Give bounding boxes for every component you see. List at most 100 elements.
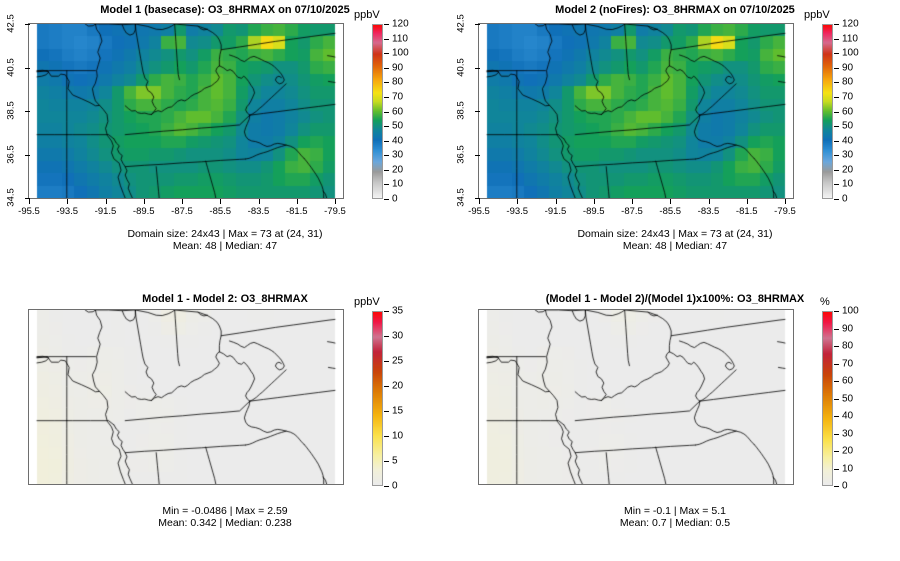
x-tick	[220, 199, 222, 204]
panel-title: Model 1 - Model 2: O3_8HRMAX	[142, 293, 308, 305]
panel-difference-percent: (Model 1 - Model 2)/(Model 1)x100%: O3_8…	[450, 281, 900, 561]
heatmap-canvas	[479, 310, 793, 484]
panel-subtitle: Domain size: 24x43 | Max = 73 at (24, 31…	[127, 228, 323, 252]
colorbar-tick	[834, 433, 839, 435]
x-tick	[67, 199, 69, 204]
colorbar-tick	[834, 468, 839, 470]
colorbar-tick-label: 0	[842, 480, 848, 492]
colorbar-tick	[834, 311, 839, 312]
colorbar-gradient	[372, 311, 383, 486]
x-tick	[555, 199, 557, 204]
colorbar: ppbV 0 10 20 30 40 50 60 70 80 90 100 110 120	[354, 9, 442, 205]
colorbar-tick-label: 80	[842, 76, 854, 88]
colorbar-tick	[384, 311, 389, 312]
x-tick-label: -89.5	[132, 206, 155, 217]
colorbar-tick	[834, 111, 839, 113]
colorbar-unit-label: ppbV	[804, 9, 830, 21]
colorbar-tick	[384, 82, 389, 84]
colorbar-tick	[384, 140, 389, 142]
colorbar-tick	[834, 38, 839, 40]
y-tick	[475, 67, 480, 69]
y-tick	[25, 198, 30, 199]
colorbar-tick	[384, 436, 389, 437]
colorbar-unit-label: ppbV	[354, 296, 380, 308]
colorbar-tick-label: 10	[842, 178, 854, 190]
panel-model2-nofires: Model 2 (noFires): O3_8HRMAX on 07/10/20…	[450, 0, 900, 280]
panel-model1-basecase: Model 1 (basecase): O3_8HRMAX on 07/10/2…	[0, 0, 450, 280]
x-tick-label: -81.5	[735, 206, 758, 217]
colorbar-tick	[834, 140, 839, 142]
colorbar-unit-label: ppbV	[354, 9, 380, 21]
colorbar-tick-label: 110	[842, 33, 858, 45]
colorbar-tick-label: 35	[392, 305, 404, 317]
panel-title: (Model 1 - Model 2)/(Model 1)x100%: O3_8…	[545, 293, 805, 305]
colorbar-tick-label: 70	[842, 358, 854, 369]
colorbar-tick-label: 20	[392, 380, 404, 392]
map-area	[29, 310, 343, 484]
colorbar-tick-label: 50	[842, 120, 854, 132]
x-tick-label: -83.5	[247, 206, 270, 217]
colorbar-tick	[834, 398, 839, 400]
x-tick	[479, 199, 480, 204]
colorbar-tick-label: 50	[392, 120, 404, 132]
colorbar-tick-label: 0	[392, 193, 398, 205]
y-tick	[475, 24, 480, 25]
y-tick-label: 36.5	[5, 144, 17, 164]
x-tick-label: -83.5	[697, 206, 720, 217]
colorbar-tick	[834, 381, 839, 382]
panel-title: Model 2 (noFires): O3_8HRMAX on 07/10/20…	[555, 4, 795, 16]
colorbar-tick-label: 30	[392, 330, 404, 342]
colorbar-tick	[384, 169, 389, 171]
x-tick-label: -79.5	[324, 206, 346, 217]
colorbar-tick	[384, 126, 389, 128]
panel-subtitle: Domain size: 24x43 | Max = 73 at (24, 31…	[577, 228, 773, 252]
x-tick-label: -85.5	[209, 206, 232, 217]
x-tick-label: -91.5	[94, 206, 117, 217]
colorbar-tick-label: 60	[842, 375, 854, 387]
colorbar-tick	[384, 461, 389, 462]
colorbar-tick	[384, 411, 389, 412]
x-tick	[785, 199, 786, 204]
colorbar-tick-label: 30	[392, 149, 404, 161]
panel-subtitle: Min = -0.1 | Max = 5.1 Mean: 0.7 | Media…	[619, 505, 731, 529]
colorbar-tick	[834, 346, 839, 347]
colorbar-tick	[384, 486, 389, 487]
colorbar-tick-label: 50	[842, 393, 854, 404]
x-tick	[105, 199, 107, 204]
colorbar-tick	[384, 96, 389, 98]
x-tick	[517, 199, 519, 204]
colorbar-tick	[834, 24, 839, 25]
x-tick-label: -95.5	[468, 206, 490, 217]
colorbar-tick-label: 100	[842, 47, 859, 59]
x-tick	[258, 199, 260, 204]
map-area	[29, 24, 343, 198]
colorbar: ppbV 0 10 20 30 40 50 60 70 80 90 100 110 120	[804, 9, 892, 205]
heatmap-canvas	[479, 24, 793, 198]
y-tick-label: 34.5	[455, 188, 467, 207]
colorbar-tick	[384, 199, 389, 200]
colorbar-tick-label: 60	[842, 106, 854, 117]
colorbar-tick-label: 30	[842, 149, 854, 161]
colorbar-tick-label: 10	[392, 178, 404, 190]
y-tick	[25, 154, 30, 156]
y-tick-label: 38.5	[5, 101, 17, 120]
colorbar-unit-label: %	[820, 296, 830, 308]
colorbar-tick	[384, 361, 389, 362]
colorbar-tick-label: 0	[842, 193, 848, 205]
colorbar-tick-label: 80	[392, 76, 404, 88]
colorbar-tick-label: 70	[842, 91, 854, 103]
colorbar-tick-label: 40	[842, 410, 854, 422]
x-tick-label: -93.5	[56, 206, 79, 217]
y-tick	[475, 154, 480, 156]
x-tick-label: -85.5	[659, 206, 682, 217]
colorbar-tick	[384, 38, 389, 40]
colorbar-tick-label: 25	[392, 355, 404, 367]
colorbar-tick	[834, 82, 839, 84]
y-tick	[475, 111, 480, 112]
x-tick	[29, 199, 30, 204]
colorbar-tick-label: 100	[842, 305, 859, 317]
colorbar-tick-label: 20	[392, 164, 404, 176]
colorbar-tick	[834, 451, 839, 452]
colorbar-tick-label: 40	[842, 135, 854, 147]
x-tick	[143, 199, 145, 204]
